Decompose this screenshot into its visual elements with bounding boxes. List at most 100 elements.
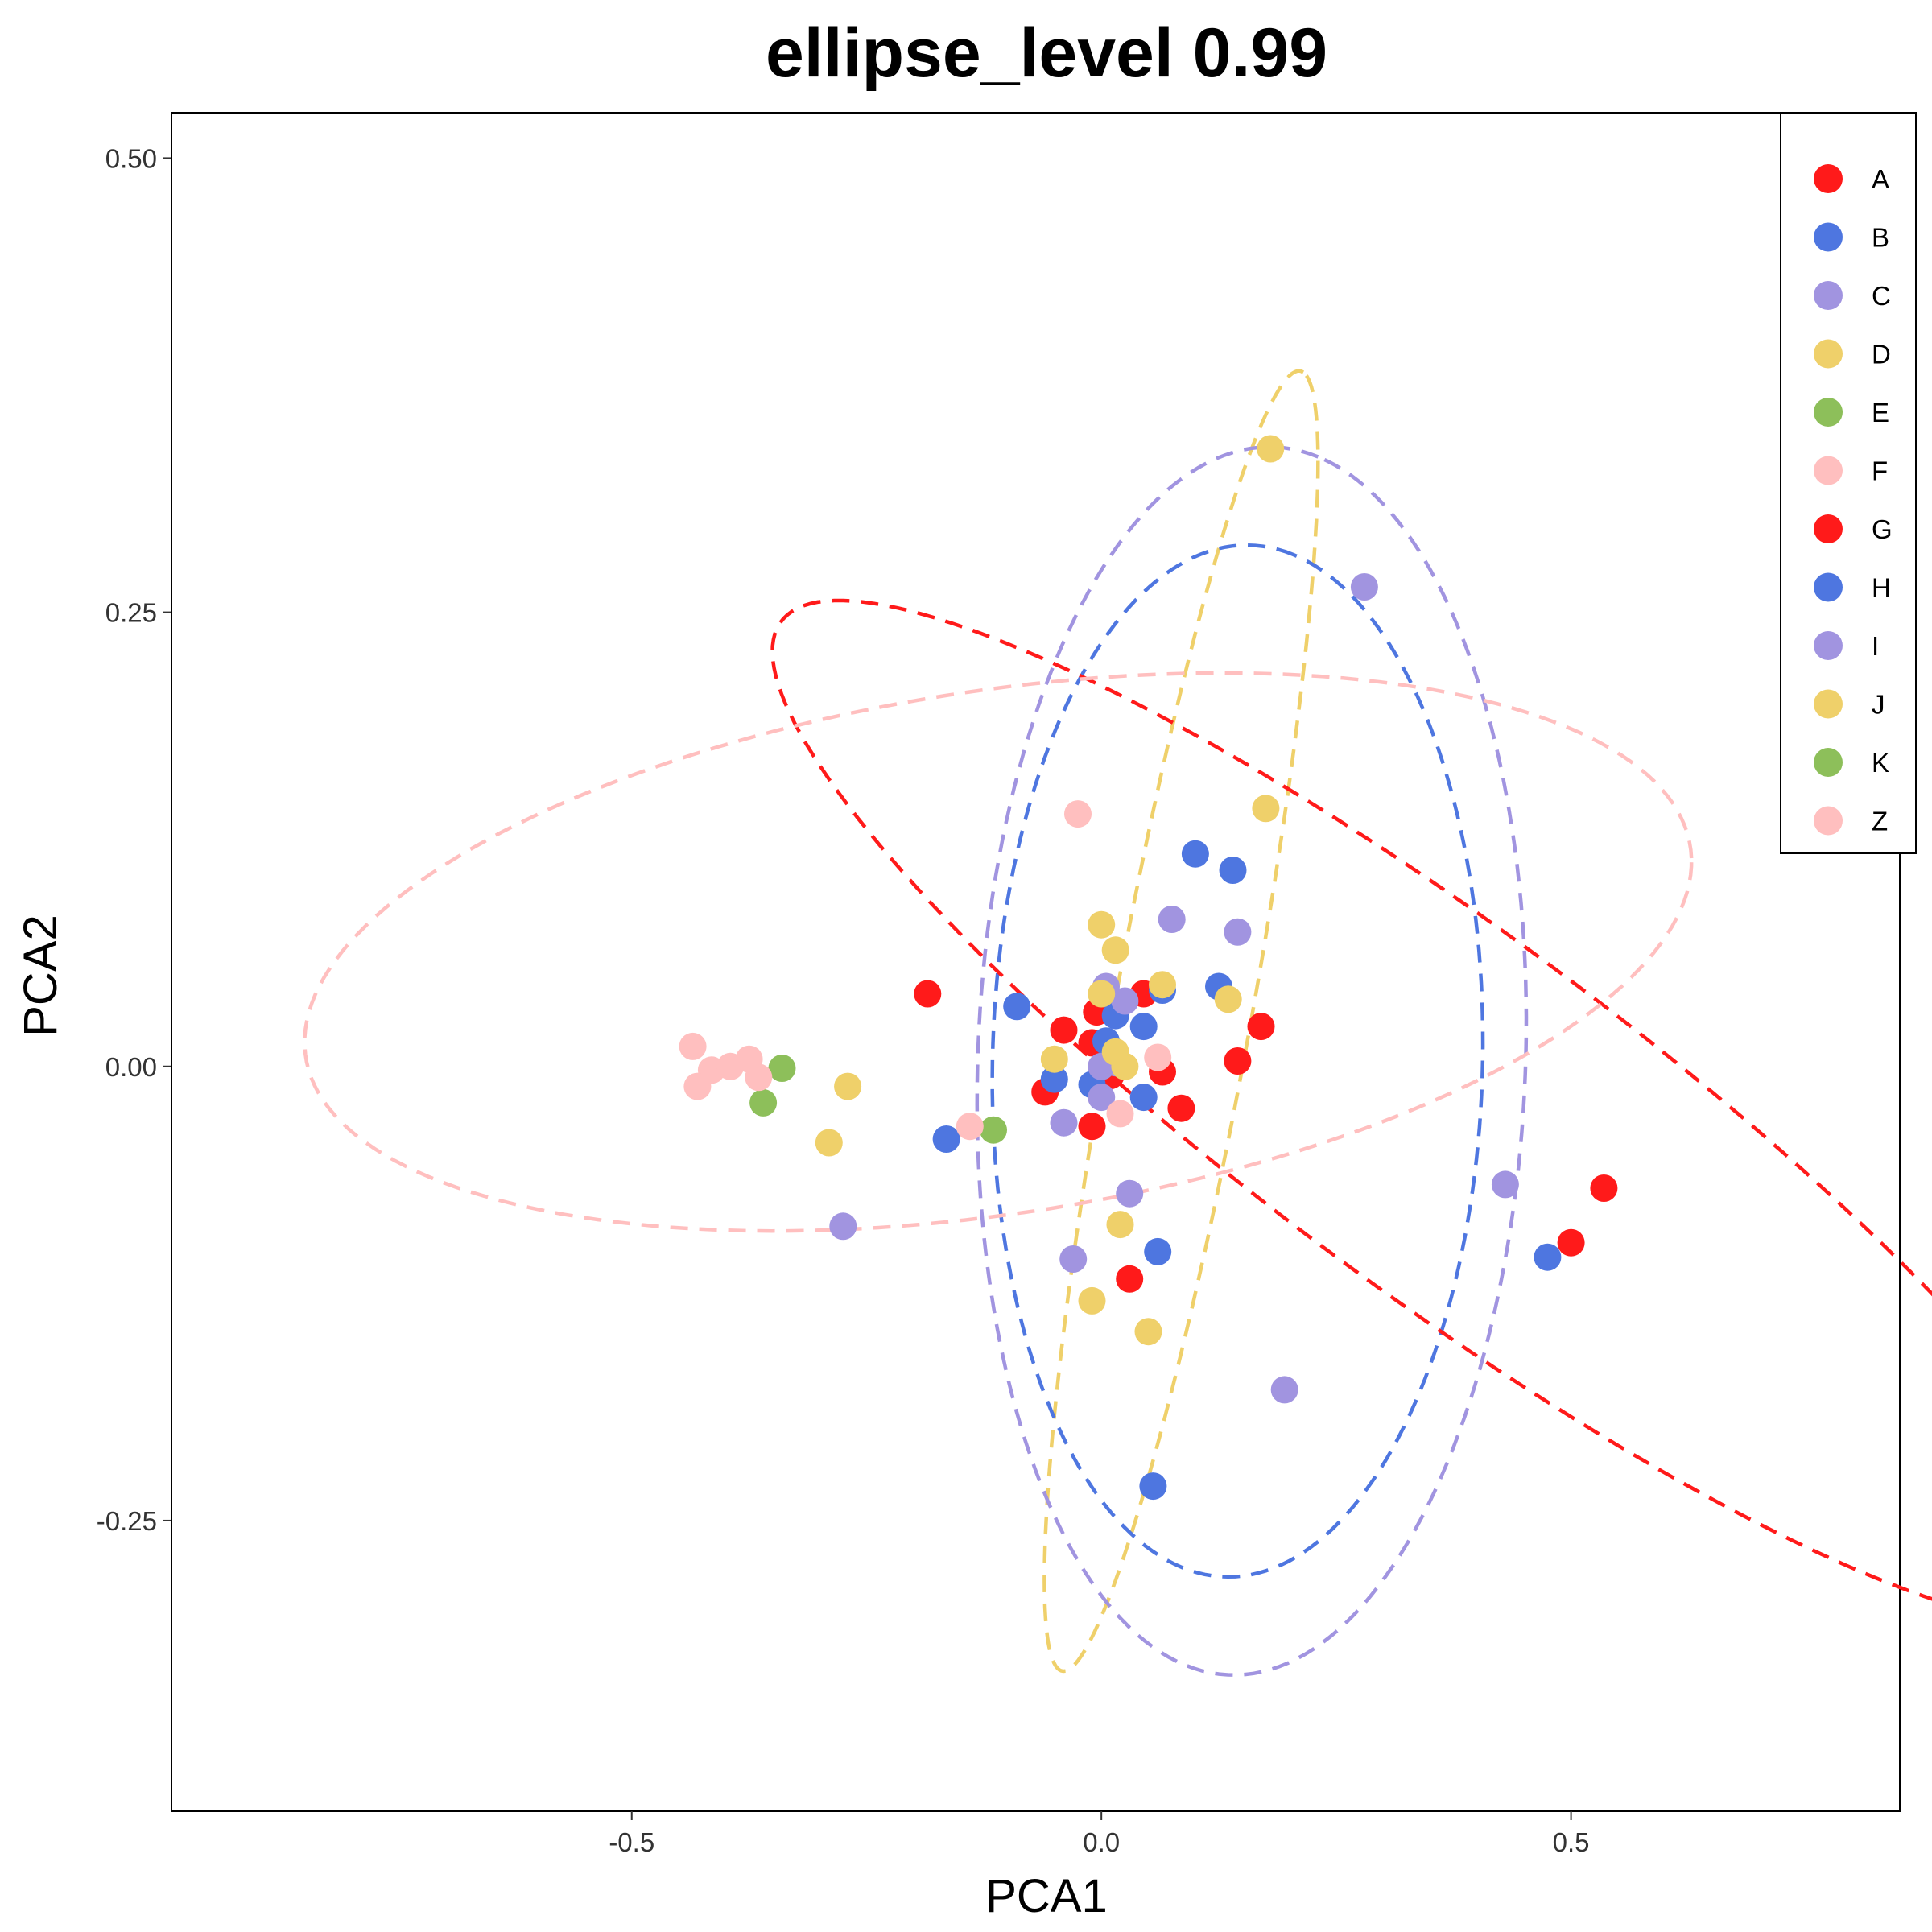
data-point bbox=[1106, 1211, 1134, 1239]
data-point bbox=[1129, 1084, 1158, 1112]
legend-key bbox=[1814, 514, 1843, 543]
data-point bbox=[1003, 993, 1031, 1021]
x-tick-label: 0.0 bbox=[1083, 1827, 1120, 1857]
data-point bbox=[1270, 1376, 1298, 1404]
chart-title: ellipse_level 0.99 bbox=[766, 14, 1327, 92]
legend-label: G bbox=[1872, 514, 1893, 544]
y-axis-label: PCA2 bbox=[14, 914, 67, 1037]
data-point bbox=[1106, 1100, 1134, 1128]
data-point bbox=[1116, 1265, 1144, 1293]
legend-label: Z bbox=[1872, 807, 1888, 836]
confidence-ellipse bbox=[303, 671, 1694, 1233]
data-point bbox=[683, 1072, 712, 1100]
data-point bbox=[1557, 1228, 1585, 1257]
data-point bbox=[679, 1032, 707, 1060]
data-point bbox=[1252, 795, 1280, 823]
data-point bbox=[980, 1116, 1007, 1144]
legend-key bbox=[1814, 572, 1843, 602]
data-point bbox=[1111, 987, 1139, 1015]
data-point bbox=[1144, 1043, 1172, 1071]
series-D bbox=[815, 435, 1285, 1346]
data-point bbox=[1167, 1094, 1195, 1122]
data-point bbox=[1129, 1013, 1158, 1041]
data-point bbox=[1219, 857, 1247, 884]
data-point bbox=[1101, 1038, 1129, 1066]
legend-key bbox=[1814, 748, 1843, 777]
data-point bbox=[1181, 840, 1209, 868]
data-point bbox=[932, 1125, 960, 1153]
data-point bbox=[1040, 1065, 1068, 1093]
data-point bbox=[1224, 1047, 1252, 1075]
data-point bbox=[1534, 1243, 1562, 1271]
confidence-ellipse bbox=[770, 598, 1932, 1601]
legend-label: B bbox=[1872, 223, 1889, 253]
data-point bbox=[1088, 980, 1116, 1008]
legend-key bbox=[1814, 398, 1843, 427]
data-point bbox=[1491, 1170, 1519, 1199]
legend-label: C bbox=[1872, 281, 1891, 311]
data-point bbox=[1059, 1245, 1088, 1273]
data-point bbox=[815, 1129, 843, 1157]
legend-key bbox=[1814, 222, 1843, 252]
legend-key bbox=[1814, 806, 1843, 836]
y-tick-label: -0.25 bbox=[97, 1506, 157, 1536]
data-point bbox=[1050, 1016, 1078, 1044]
confidence-ellipse bbox=[990, 543, 1485, 1579]
y-tick-label: 0.00 bbox=[105, 1052, 157, 1082]
data-point bbox=[1101, 936, 1129, 964]
data-point bbox=[1050, 1108, 1078, 1137]
data-point bbox=[829, 1212, 857, 1241]
data-point bbox=[1088, 1084, 1116, 1112]
y-tick-label: 0.50 bbox=[105, 143, 157, 173]
legend-label: D bbox=[1872, 340, 1891, 369]
data-point bbox=[1158, 906, 1186, 933]
series-E bbox=[749, 1055, 1007, 1144]
data-point bbox=[1116, 1179, 1144, 1208]
legend-key bbox=[1814, 456, 1843, 485]
data-point bbox=[1064, 800, 1092, 828]
x-tick-label: 0.5 bbox=[1553, 1827, 1590, 1857]
x-axis-label: PCA1 bbox=[985, 1870, 1108, 1922]
data-point bbox=[914, 980, 942, 1008]
series-A bbox=[914, 980, 1618, 1293]
legend-box bbox=[1780, 112, 1917, 854]
series-F bbox=[679, 800, 1172, 1141]
data-point bbox=[768, 1055, 796, 1082]
legend-label: K bbox=[1872, 748, 1889, 778]
legend-label: F bbox=[1872, 456, 1888, 486]
legend-label: H bbox=[1872, 573, 1891, 603]
legend-label: I bbox=[1872, 631, 1879, 661]
legend-key bbox=[1814, 164, 1843, 193]
data-point bbox=[1040, 1045, 1068, 1073]
legend-key bbox=[1814, 689, 1843, 719]
confidence-ellipse bbox=[1042, 369, 1320, 1674]
legend-label: J bbox=[1872, 690, 1885, 720]
data-point bbox=[1078, 1113, 1106, 1141]
data-point bbox=[1247, 1013, 1275, 1041]
plot-area: -0.5 0.0 0.5 -0.25 0.00 0.25 0.50 bbox=[97, 112, 1932, 1857]
data-point bbox=[749, 1088, 778, 1117]
y-tick-label: 0.25 bbox=[105, 598, 157, 628]
data-point bbox=[1088, 910, 1116, 939]
legend-key bbox=[1814, 631, 1843, 660]
x-tick-label: -0.5 bbox=[609, 1827, 654, 1857]
data-point bbox=[1214, 985, 1242, 1013]
data-point bbox=[745, 1063, 773, 1092]
data-point bbox=[1139, 1472, 1167, 1501]
plot-panel-border bbox=[171, 112, 1901, 1812]
data-point bbox=[1224, 918, 1252, 946]
data-point bbox=[1078, 1286, 1106, 1315]
data-point bbox=[1350, 573, 1378, 601]
legend-label: E bbox=[1872, 398, 1889, 427]
data-point bbox=[956, 1113, 984, 1141]
data-point bbox=[1590, 1174, 1618, 1202]
data-point bbox=[834, 1072, 862, 1100]
data-point bbox=[1144, 1237, 1172, 1265]
legend-label: A bbox=[1872, 164, 1889, 194]
legend-key bbox=[1814, 339, 1843, 369]
data-point bbox=[1149, 971, 1176, 999]
legend-key bbox=[1814, 281, 1843, 310]
data-point bbox=[1257, 435, 1285, 463]
